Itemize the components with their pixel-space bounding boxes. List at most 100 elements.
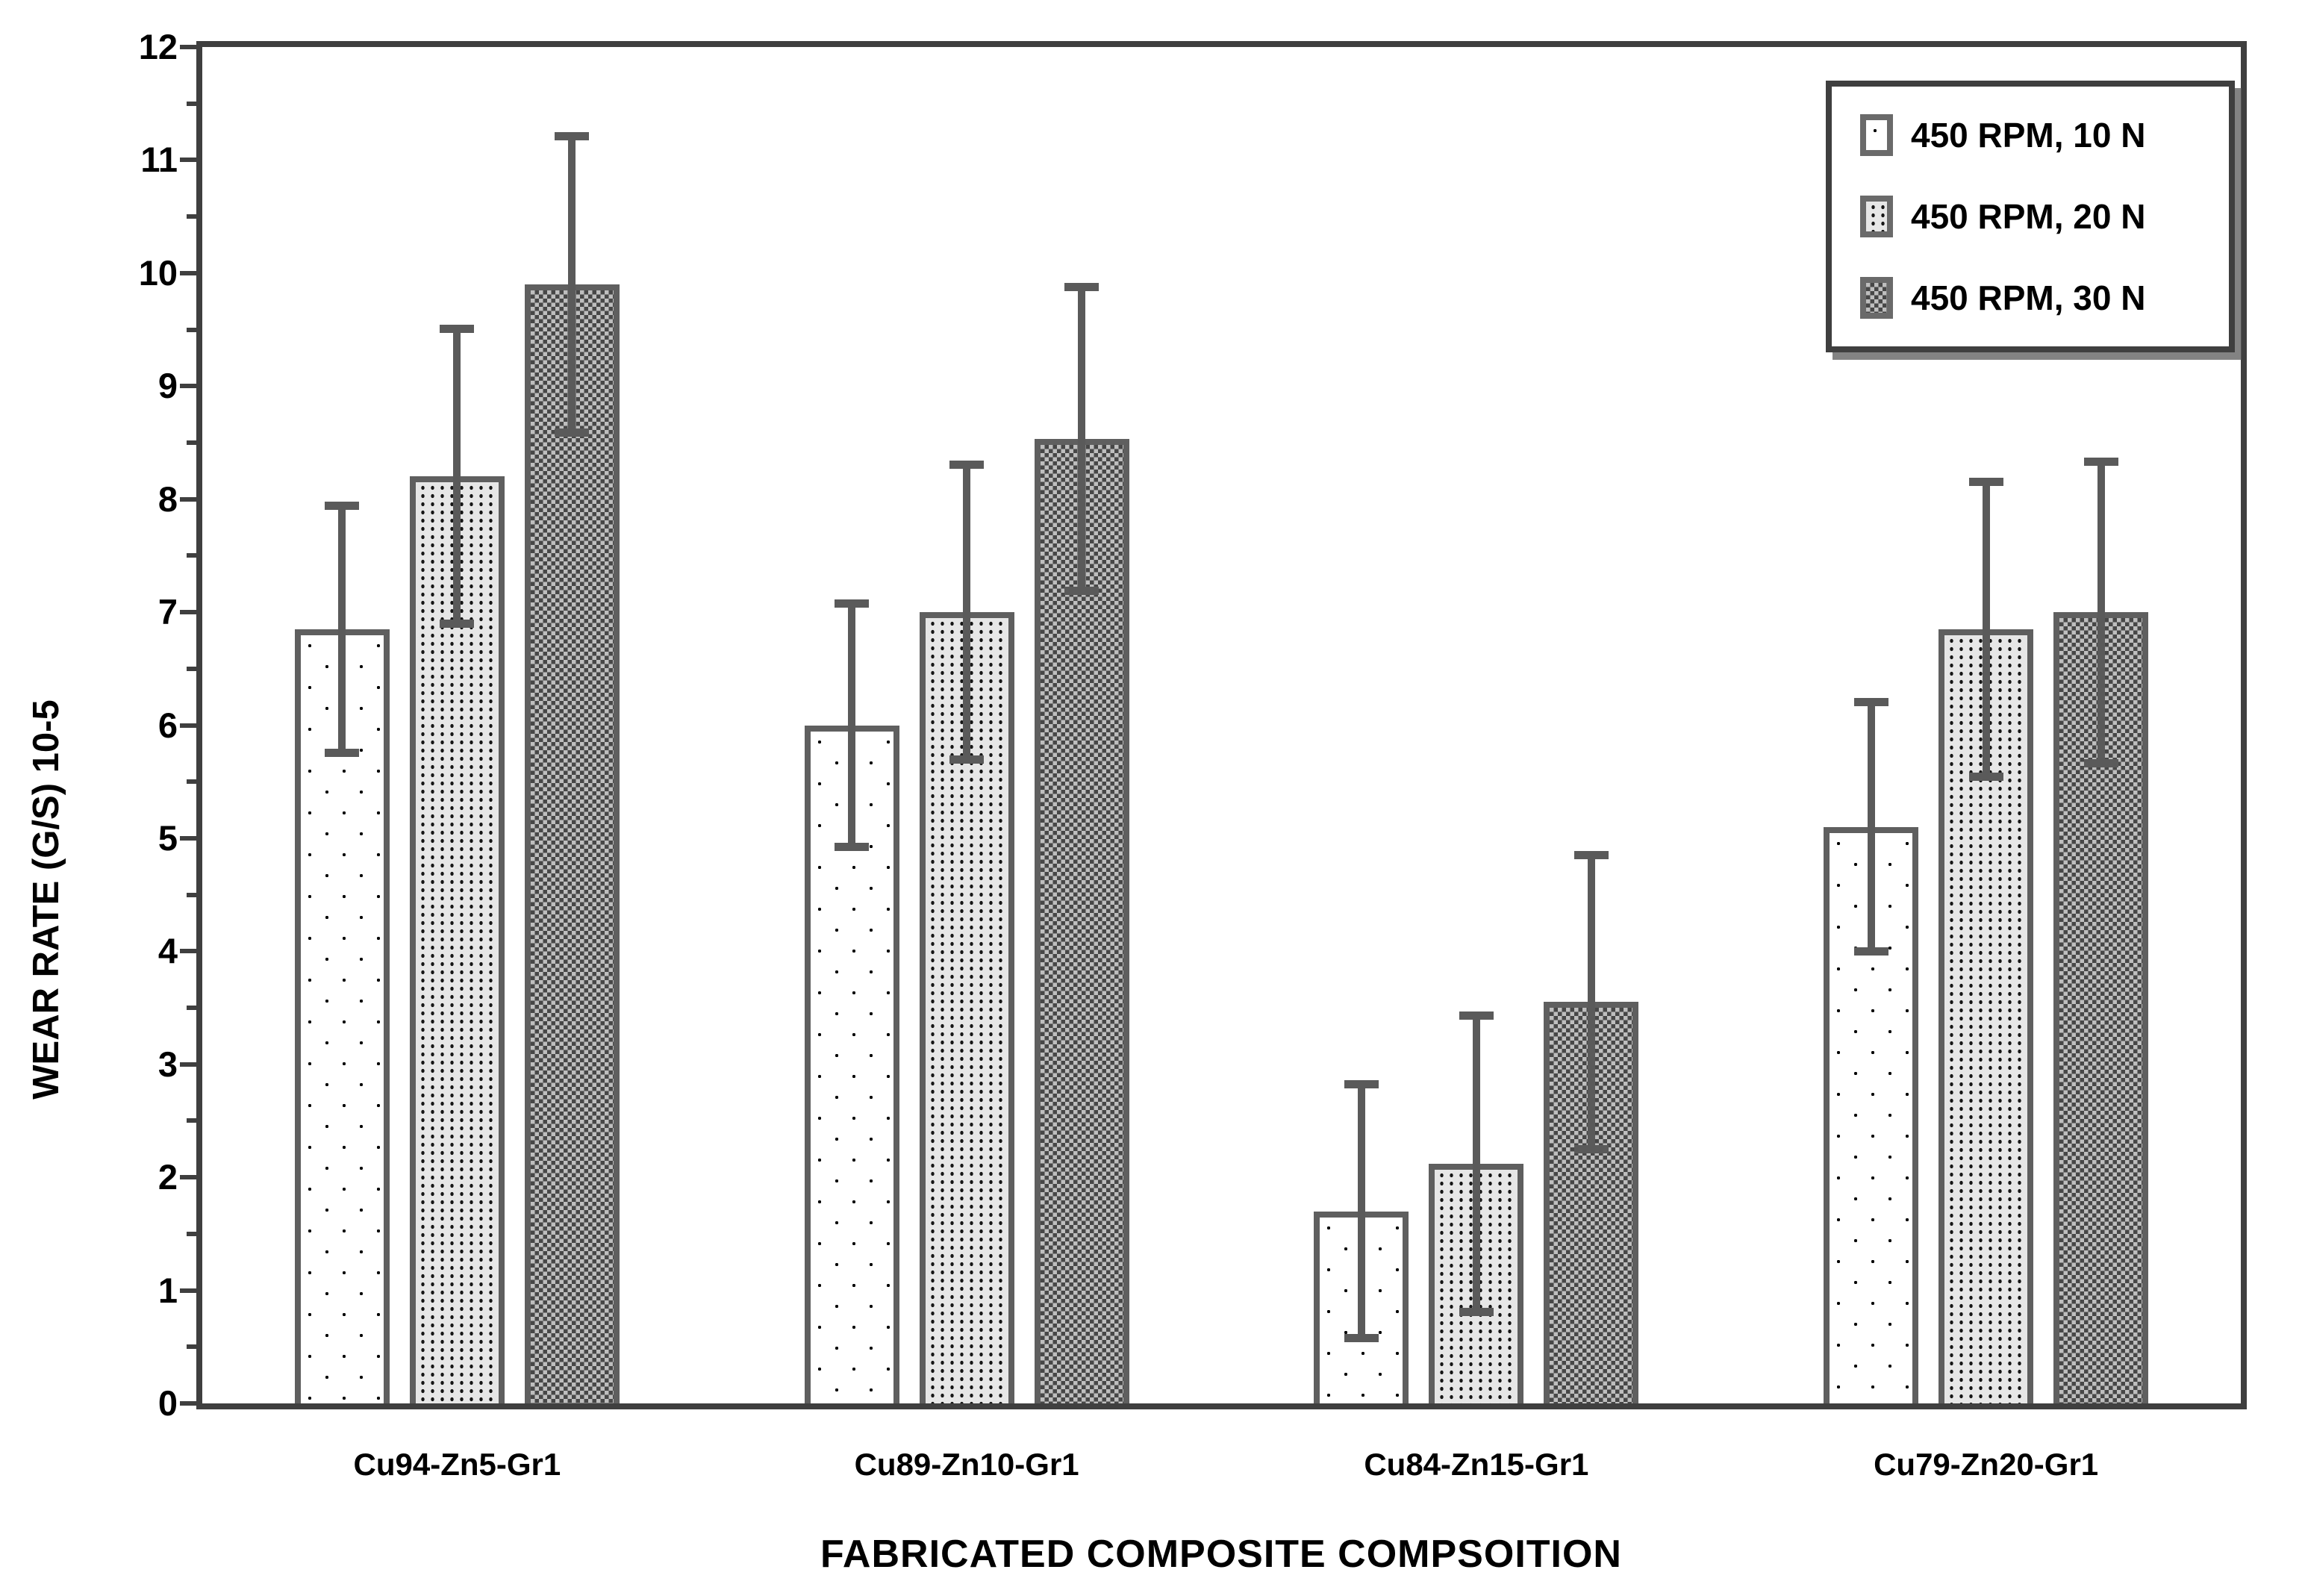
- y-major-tick: [180, 949, 196, 954]
- error-cap-top: [1573, 850, 1609, 859]
- category-label: Cu79-Zn20-Gr1: [1874, 1447, 2099, 1482]
- error-bar-Cu79-Zn20-Gr1-450-RPM-30-N: [2083, 457, 2118, 767]
- y-tick-label: 1: [157, 1270, 178, 1310]
- error-bar-Cu94-Zn5-Gr1-450-RPM-10-N: [325, 501, 360, 757]
- y-major-tick: [180, 1401, 196, 1406]
- y-minor-tick: [187, 779, 196, 785]
- legend-swatch-sparse-dots: [1860, 113, 1893, 156]
- y-minor-tick: [187, 101, 196, 106]
- y-tick-label: 3: [157, 1044, 178, 1084]
- legend-swatch-checkerboard: [1860, 277, 1893, 319]
- y-minor-tick: [187, 214, 196, 219]
- category-label: Cu94-Zn5-Gr1: [353, 1447, 561, 1482]
- legend-label: 450 RPM, 30 N: [1911, 278, 2146, 318]
- error-cap-bottom: [1459, 1308, 1494, 1317]
- y-major-tick: [180, 1062, 196, 1067]
- error-cap-top: [1459, 1011, 1494, 1020]
- y-tick-label: 6: [157, 705, 178, 745]
- error-cap-bottom: [1968, 772, 2003, 781]
- y-major-tick: [180, 1175, 196, 1180]
- error-bar-Cu79-Zn20-Gr1-450-RPM-20-N: [1968, 477, 2003, 781]
- error-cap-bottom: [1344, 1334, 1379, 1343]
- y-major-tick: [180, 610, 196, 615]
- y-major-tick: [180, 45, 196, 49]
- error-bar-Cu84-Zn15-Gr1-450-RPM-30-N: [1573, 850, 1609, 1154]
- error-cap-bottom: [325, 748, 360, 757]
- error-cap-bottom: [555, 428, 590, 437]
- y-major-tick: [180, 270, 196, 275]
- y-tick-label: 4: [157, 931, 178, 971]
- error-cap-top: [440, 325, 475, 334]
- y-tick-label: 0: [157, 1383, 178, 1423]
- error-cap-top: [555, 131, 590, 140]
- y-minor-tick: [187, 1231, 196, 1236]
- y-major-tick: [180, 1288, 196, 1293]
- legend-entry: 450 RPM, 10 N: [1860, 113, 2229, 156]
- y-tick-label: 7: [157, 592, 178, 632]
- error-cap-bottom: [949, 755, 985, 764]
- error-cap-top: [835, 599, 870, 608]
- y-minor-tick: [187, 553, 196, 558]
- error-bar-Cu89-Zn10-Gr1-450-RPM-10-N: [835, 599, 870, 851]
- y-minor-tick: [187, 440, 196, 445]
- category-label: Cu89-Zn10-Gr1: [854, 1447, 1079, 1482]
- bar-Cu94-Zn5-Gr1-450-RPM-20-N: [409, 476, 505, 1403]
- error-bar-Cu89-Zn10-Gr1-450-RPM-20-N: [949, 461, 985, 764]
- bar-Cu89-Zn10-Gr1-450-RPM-20-N: [919, 612, 1014, 1403]
- error-cap-bottom: [1064, 587, 1100, 596]
- y-major-tick: [180, 384, 196, 389]
- bar-Cu94-Zn5-Gr1-450-RPM-30-N: [524, 284, 620, 1403]
- error-cap-top: [949, 461, 985, 470]
- error-cap-top: [1968, 477, 2003, 486]
- error-cap-top: [1064, 283, 1100, 292]
- error-cap-bottom: [2083, 758, 2118, 767]
- y-minor-tick: [187, 1006, 196, 1011]
- y-major-tick: [180, 158, 196, 163]
- y-tick-label: 2: [157, 1157, 178, 1197]
- legend-label: 450 RPM, 10 N: [1911, 115, 2146, 155]
- error-cap-top: [1344, 1079, 1379, 1088]
- legend-swatch-dense-dots: [1860, 195, 1893, 237]
- y-major-tick: [180, 723, 196, 728]
- bar-Cu89-Zn10-Gr1-450-RPM-30-N: [1034, 439, 1129, 1403]
- y-minor-tick: [187, 666, 196, 671]
- bar-Cu89-Zn10-Gr1-450-RPM-10-N: [804, 725, 899, 1403]
- y-tick-label: 10: [138, 252, 178, 293]
- x-axis-title: FABRICATED COMPOSITE COMPSOITION: [820, 1533, 1622, 1576]
- error-cap-bottom: [1853, 947, 1888, 956]
- error-cap-bottom: [1573, 1145, 1609, 1154]
- y-minor-tick: [187, 892, 196, 897]
- y-tick-label: 9: [157, 366, 178, 406]
- error-bar-Cu84-Zn15-Gr1-450-RPM-10-N: [1344, 1079, 1379, 1343]
- error-bar-Cu94-Zn5-Gr1-450-RPM-30-N: [555, 131, 590, 437]
- y-tick-label: 11: [140, 140, 178, 180]
- error-bar-Cu94-Zn5-Gr1-450-RPM-20-N: [440, 325, 475, 629]
- error-bar-Cu89-Zn10-Gr1-450-RPM-30-N: [1064, 283, 1100, 596]
- legend-entry: 450 RPM, 20 N: [1860, 195, 2229, 237]
- error-bar-Cu79-Zn20-Gr1-450-RPM-10-N: [1853, 698, 1888, 956]
- legend-entry: 450 RPM, 30 N: [1860, 277, 2229, 319]
- y-minor-tick: [187, 1118, 196, 1123]
- y-major-tick: [180, 496, 196, 502]
- error-cap-top: [2083, 457, 2118, 466]
- category-label: Cu84-Zn15-Gr1: [1364, 1447, 1589, 1482]
- y-tick-label: 5: [157, 817, 178, 858]
- error-cap-top: [1853, 698, 1888, 707]
- error-bar-Cu84-Zn15-Gr1-450-RPM-20-N: [1459, 1011, 1494, 1317]
- error-cap-bottom: [835, 842, 870, 851]
- y-minor-tick: [187, 327, 196, 332]
- plot-area: 450 RPM, 10 N 450 RPM, 20 N 450 RPM, 30 N: [196, 41, 2247, 1409]
- y-major-tick: [180, 835, 196, 841]
- y-axis-title: WEAR RATE (G/S) 10-5: [26, 699, 66, 1100]
- bar-Cu94-Zn5-Gr1-450-RPM-10-N: [294, 629, 390, 1403]
- legend-label: 450 RPM, 20 N: [1911, 196, 2146, 236]
- error-cap-top: [325, 501, 360, 510]
- y-tick-label: 12: [138, 27, 178, 66]
- legend: 450 RPM, 10 N 450 RPM, 20 N 450 RPM, 30 N: [1826, 81, 2235, 352]
- plot-inner: [202, 47, 2241, 1403]
- error-cap-bottom: [440, 620, 475, 629]
- y-tick-label: 8: [157, 479, 178, 519]
- y-minor-tick: [187, 1344, 196, 1350]
